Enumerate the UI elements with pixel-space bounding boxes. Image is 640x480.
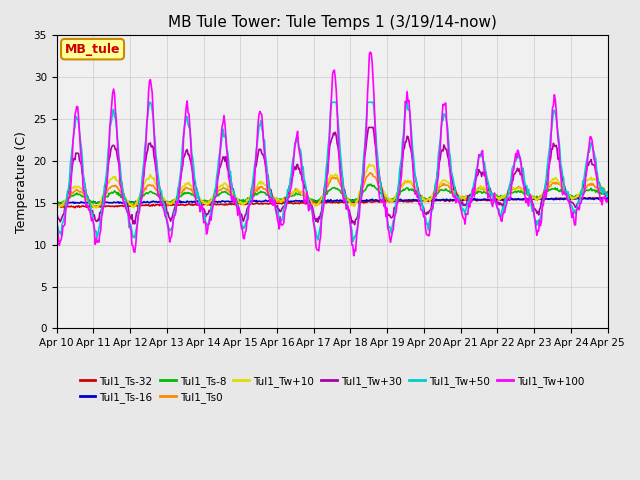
Tul1_Tw+50	[380, 198, 387, 204]
Tul1_Ts-16	[378, 197, 386, 203]
Tul1_Tw+10	[365, 161, 373, 167]
Tul1_Ts-8	[470, 191, 477, 197]
Tul1_Ts-32	[303, 199, 310, 205]
Tul1_Tw+30	[380, 192, 387, 198]
Line: Tul1_Tw+50: Tul1_Tw+50	[56, 102, 608, 241]
Line: Tul1_Ts0: Tul1_Ts0	[56, 173, 608, 207]
Tul1_Tw+30	[422, 212, 430, 217]
Tul1_Tw+50	[195, 200, 203, 205]
Tul1_Tw+100	[367, 49, 374, 55]
Tul1_Ts-32	[151, 203, 159, 208]
Line: Tul1_Ts-8: Tul1_Ts-8	[56, 184, 608, 204]
Tul1_Tw+50	[146, 99, 154, 105]
Tul1_Ts-32	[378, 199, 386, 204]
Tul1_Ts-8	[303, 194, 310, 200]
Tul1_Tw+10	[195, 194, 203, 200]
Tul1_Ts-16	[468, 197, 476, 203]
Tul1_Ts-32	[71, 205, 79, 211]
Tul1_Tw+10	[90, 205, 98, 211]
Tul1_Tw+30	[365, 124, 373, 130]
Tul1_Tw+50	[422, 221, 430, 227]
Tul1_Ts-16	[586, 195, 594, 201]
Tul1_Ts-8	[367, 181, 375, 187]
Tul1_Tw+30	[52, 210, 60, 216]
Line: Tul1_Tw+30: Tul1_Tw+30	[56, 127, 608, 225]
Tul1_Ts0	[422, 196, 430, 202]
Tul1_Tw+50	[470, 183, 477, 189]
Tul1_Tw+100	[422, 232, 430, 238]
Tul1_Tw+50	[52, 217, 60, 223]
Tul1_Tw+100	[302, 198, 310, 204]
Tul1_Ts0	[470, 189, 477, 195]
Tul1_Tw+50	[151, 136, 159, 142]
Tul1_Ts0	[303, 193, 310, 199]
Tul1_Ts-16	[195, 199, 203, 204]
Y-axis label: Temperature (C): Temperature (C)	[15, 131, 28, 233]
Tul1_Ts-8	[195, 196, 203, 202]
Tul1_Tw+10	[422, 198, 430, 204]
Tul1_Ts-16	[151, 199, 159, 205]
Tul1_Ts-32	[568, 195, 575, 201]
Tul1_Ts0	[151, 185, 159, 191]
Tul1_Tw+10	[604, 190, 612, 195]
Tul1_Ts0	[367, 170, 374, 176]
Tul1_Ts-16	[604, 195, 612, 201]
Tul1_Tw+100	[150, 130, 158, 136]
Tul1_Tw+100	[470, 186, 477, 192]
Legend: Tul1_Ts-32, Tul1_Ts-16, Tul1_Ts-8, Tul1_Ts0, Tul1_Tw+10, Tul1_Tw+30, Tul1_Tw+50,: Tul1_Ts-32, Tul1_Ts-16, Tul1_Ts-8, Tul1_…	[76, 372, 589, 407]
Tul1_Tw+30	[351, 222, 358, 228]
Tul1_Tw+50	[303, 192, 310, 197]
Tul1_Tw+100	[350, 253, 358, 259]
Text: MB_tule: MB_tule	[65, 43, 120, 56]
Tul1_Tw+30	[604, 189, 612, 195]
Tul1_Tw+30	[195, 193, 202, 199]
Tul1_Ts0	[604, 191, 612, 197]
Tul1_Ts0	[52, 203, 60, 208]
Tul1_Ts-16	[62, 201, 70, 206]
Tul1_Tw+30	[302, 185, 310, 191]
Tul1_Tw+10	[470, 188, 477, 194]
Tul1_Tw+100	[52, 220, 60, 226]
Tul1_Ts-32	[52, 204, 60, 209]
Tul1_Ts-16	[52, 201, 60, 206]
Tul1_Ts-32	[468, 197, 476, 203]
Tul1_Ts-16	[422, 197, 429, 203]
Tul1_Tw+50	[604, 191, 612, 196]
Line: Tul1_Tw+10: Tul1_Tw+10	[56, 164, 608, 208]
Tul1_Ts0	[93, 204, 101, 210]
Title: MB Tule Tower: Tule Temps 1 (3/19/14-now): MB Tule Tower: Tule Temps 1 (3/19/14-now…	[168, 15, 497, 30]
Tul1_Ts-8	[52, 201, 60, 206]
Tul1_Tw+10	[151, 180, 159, 186]
Tul1_Ts0	[195, 196, 203, 202]
Tul1_Ts-32	[422, 198, 429, 204]
Tul1_Ts-8	[380, 192, 387, 198]
Tul1_Ts-8	[422, 196, 430, 202]
Line: Tul1_Ts-32: Tul1_Ts-32	[56, 198, 608, 208]
Tul1_Ts-32	[195, 202, 203, 208]
Tul1_Tw+100	[604, 197, 612, 203]
Tul1_Ts-32	[604, 195, 612, 201]
Tul1_Tw+50	[349, 239, 356, 244]
Tul1_Tw+10	[380, 188, 387, 193]
Tul1_Tw+30	[150, 154, 158, 160]
Tul1_Tw+100	[380, 196, 387, 202]
Tul1_Ts-8	[604, 191, 612, 197]
Tul1_Tw+10	[303, 194, 310, 200]
Tul1_Ts-8	[151, 191, 159, 197]
Line: Tul1_Ts-16: Tul1_Ts-16	[56, 198, 608, 204]
Tul1_Ts-8	[54, 202, 61, 207]
Tul1_Tw+100	[195, 202, 202, 208]
Tul1_Ts-16	[303, 198, 310, 204]
Tul1_Tw+10	[52, 204, 60, 210]
Tul1_Ts0	[380, 193, 387, 199]
Tul1_Tw+30	[470, 187, 477, 193]
Line: Tul1_Tw+100: Tul1_Tw+100	[56, 52, 608, 256]
